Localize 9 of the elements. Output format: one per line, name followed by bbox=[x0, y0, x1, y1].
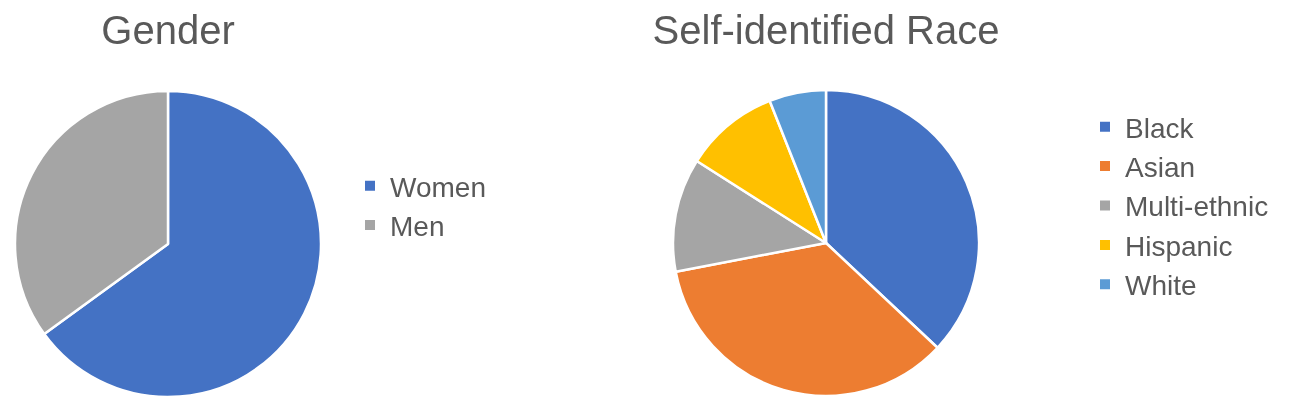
legend-label: Multi-ethnic bbox=[1125, 191, 1269, 223]
legend-label: Asian bbox=[1125, 152, 1196, 184]
legend-label: Hispanic bbox=[1125, 230, 1233, 262]
chart-title: Gender bbox=[101, 8, 235, 52]
legend-label: Black bbox=[1125, 112, 1195, 144]
legend-label: Men bbox=[390, 211, 445, 243]
chart-title: Self-identified Race bbox=[652, 8, 1000, 52]
legend-label: Women bbox=[390, 171, 486, 203]
legend-label: White bbox=[1125, 270, 1197, 302]
